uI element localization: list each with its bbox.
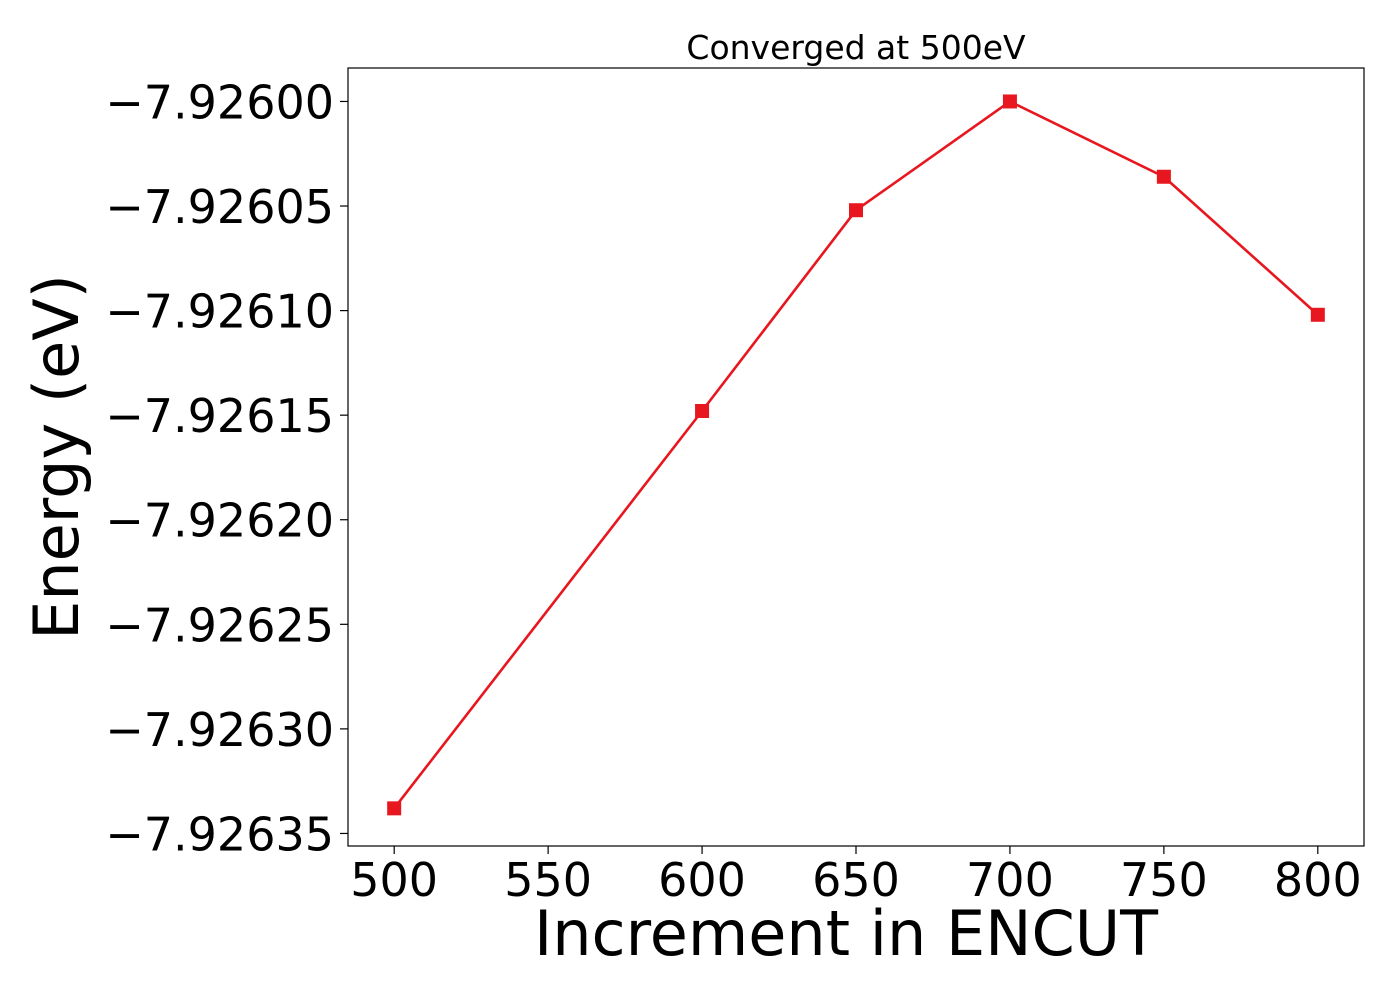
x-axis: 500 550 600 650 700 750 800 [350, 846, 1362, 907]
data-point-marker [695, 403, 710, 418]
y-tick-label: −7.92610 [105, 285, 334, 339]
y-tick-label: −7.92630 [105, 703, 334, 757]
data-point-marker [1310, 307, 1325, 322]
series-line [393, 100, 1319, 810]
y-tick-label: −7.92620 [105, 494, 334, 548]
x-tick-label: 650 [812, 853, 900, 907]
x-tick-label: 550 [504, 853, 592, 907]
x-tick-label: 700 [966, 853, 1054, 907]
x-axis-title: Increment in ENCUT [534, 897, 1159, 970]
data-point-marker [387, 801, 402, 816]
x-tick-label: 500 [350, 853, 438, 907]
data-point-marker [1156, 169, 1171, 184]
y-tick-label: −7.92625 [105, 598, 334, 652]
y-tick-label: −7.92615 [105, 389, 334, 443]
y-tick-label: −7.92635 [105, 807, 334, 861]
x-tick-label: 600 [658, 853, 746, 907]
x-tick-label: 800 [1274, 853, 1362, 907]
chart-title: Converged at 500eV [686, 28, 1026, 67]
series-layer [387, 94, 1325, 816]
plot-area-frame [347, 67, 1365, 847]
data-point-marker [849, 203, 863, 218]
y-tick-label: −7.92600 [105, 75, 334, 129]
y-axis-title: Energy (eV) [20, 274, 93, 640]
y-axis: −7.92600 −7.92605 −7.92610 −7.92615 −7.92620… [105, 75, 348, 861]
y-tick-label: −7.92605 [105, 180, 334, 234]
data-point-marker [1002, 94, 1017, 109]
x-tick-label: 750 [1120, 853, 1208, 907]
